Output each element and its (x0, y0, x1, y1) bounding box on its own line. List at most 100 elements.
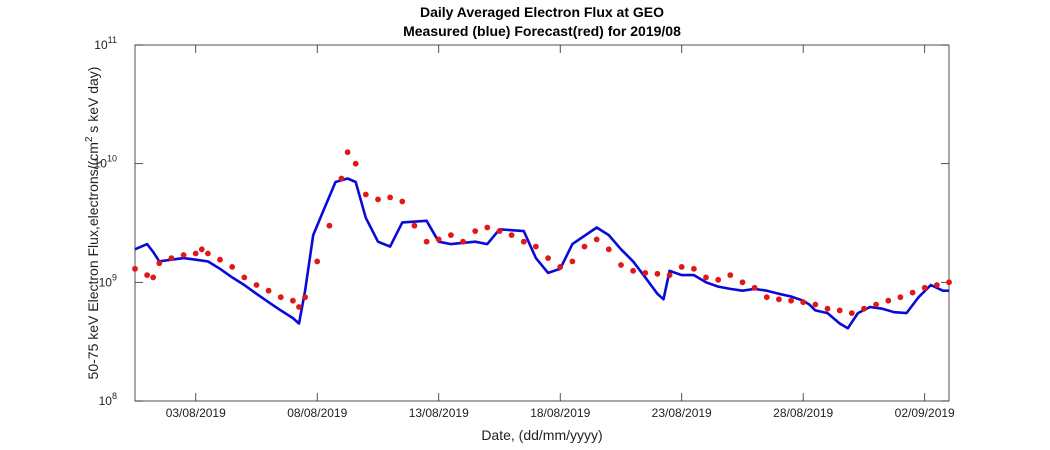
forecast-point (800, 299, 807, 306)
forecast-point (168, 255, 175, 261)
forecast-point (375, 196, 381, 203)
y-axis-label-suffix: s keV day) (85, 67, 101, 137)
x-tick-label: 02/09/2019 (895, 406, 955, 420)
forecast-point (411, 222, 418, 229)
forecast-point (715, 276, 722, 283)
forecast-point (727, 272, 734, 278)
forecast-point (156, 260, 163, 267)
forecast-point (654, 270, 661, 277)
forecast-point (241, 274, 248, 281)
forecast-point (921, 284, 928, 291)
x-tick-label: 23/08/2019 (652, 406, 712, 420)
y-axis-label-superscript: 2 (84, 136, 95, 142)
forecast-point (909, 289, 916, 296)
forecast-point (520, 238, 527, 245)
x-tick-label: 28/08/2019 (773, 406, 833, 420)
chart-title: Daily Averaged Electron Flux at GEO (420, 4, 664, 20)
forecast-point (642, 270, 649, 276)
forecast-point (569, 258, 576, 265)
forecast-point (265, 287, 272, 294)
forecast-point (581, 243, 588, 250)
y-tick-exponent: 9 (112, 272, 117, 282)
forecast-point (229, 264, 236, 270)
forecast-point (678, 264, 685, 270)
forecast-point (399, 198, 406, 205)
forecast-point (848, 310, 855, 316)
plot-area (134, 44, 950, 402)
y-tick-exponent: 10 (107, 154, 117, 164)
forecast-point (545, 255, 551, 261)
forecast-point (302, 294, 308, 301)
y-tick-label: 1010 (94, 154, 117, 171)
x-tick-label: 18/08/2019 (530, 406, 590, 420)
x-axis-label: Date, (dd/mm/yyyy) (481, 427, 602, 443)
forecast-point (344, 149, 351, 156)
forecast-point (618, 262, 624, 268)
forecast-point (824, 305, 831, 312)
y-tick-base: 10 (99, 394, 113, 408)
series-layer (132, 149, 952, 330)
forecast-point (508, 232, 515, 239)
y-tick-base: 10 (94, 38, 108, 52)
y-tick-label: 108 (99, 391, 117, 408)
forecast-point (180, 252, 187, 258)
forecast-point (352, 160, 359, 167)
forecast-point (885, 297, 892, 304)
forecast-point (484, 224, 491, 231)
forecast-point (873, 301, 879, 308)
forecast-point (605, 246, 612, 253)
forecast-point (630, 267, 636, 274)
y-tick-label: 1011 (94, 35, 117, 52)
forecast-point (496, 228, 503, 235)
forecast-point (205, 250, 211, 257)
forecast-point (460, 238, 466, 245)
forecast-point (593, 236, 600, 243)
forecast-point (776, 296, 782, 303)
forecast-point (751, 284, 758, 291)
forecast-point (338, 175, 345, 182)
x-axis: 03/08/2019 08/08/2019 13/08/2019 18/08/2019… (166, 45, 955, 420)
forecast-point (362, 191, 369, 198)
y-axis-label: 50-75 keV Electron Flux,electrons/(cm2 s… (84, 67, 101, 380)
y-tick-label: 109 (99, 272, 117, 289)
forecast-point (448, 232, 454, 239)
y-tick-base: 10 (99, 275, 113, 289)
forecast-point (435, 236, 442, 243)
forecast-point (812, 301, 819, 308)
forecast-point (666, 272, 673, 278)
forecast-point (557, 264, 564, 270)
x-tick-label: 03/08/2019 (166, 406, 226, 420)
forecast-point (326, 222, 333, 229)
forecast-point (217, 256, 223, 263)
forecast-point (132, 265, 138, 272)
forecast-point (703, 274, 709, 281)
forecast-point (897, 294, 904, 301)
forecast-point (739, 279, 746, 286)
forecast-point (533, 243, 539, 250)
forecast-point (861, 305, 867, 312)
forecast-point (472, 228, 479, 235)
forecast-point (277, 294, 284, 301)
chart-subtitle: Measured (blue) Forecast(red) for 2019/0… (403, 23, 681, 39)
y-tick-exponent: 11 (108, 35, 117, 45)
forecast-point (192, 250, 199, 257)
y-axis-label-prefix: 50-75 keV Electron Flux,electrons/(cm (85, 142, 101, 379)
forecast-point (763, 294, 770, 301)
forecast-point (144, 272, 151, 278)
forecast-point (946, 279, 952, 286)
forecast-point (296, 304, 302, 310)
forecast-point (314, 258, 321, 265)
forecast-point (423, 238, 430, 245)
forecast-point (387, 194, 393, 201)
forecast-point (934, 282, 940, 288)
forecast-point (253, 282, 260, 288)
y-tick-base: 10 (94, 157, 108, 171)
x-tick-label: 08/08/2019 (287, 406, 347, 420)
forecast-point (691, 265, 697, 272)
forecast-point (150, 274, 157, 281)
x-tick-label: 13/08/2019 (409, 406, 469, 420)
measured-line (134, 177, 949, 330)
forecast-point (198, 246, 205, 253)
forecast-point (836, 307, 843, 314)
